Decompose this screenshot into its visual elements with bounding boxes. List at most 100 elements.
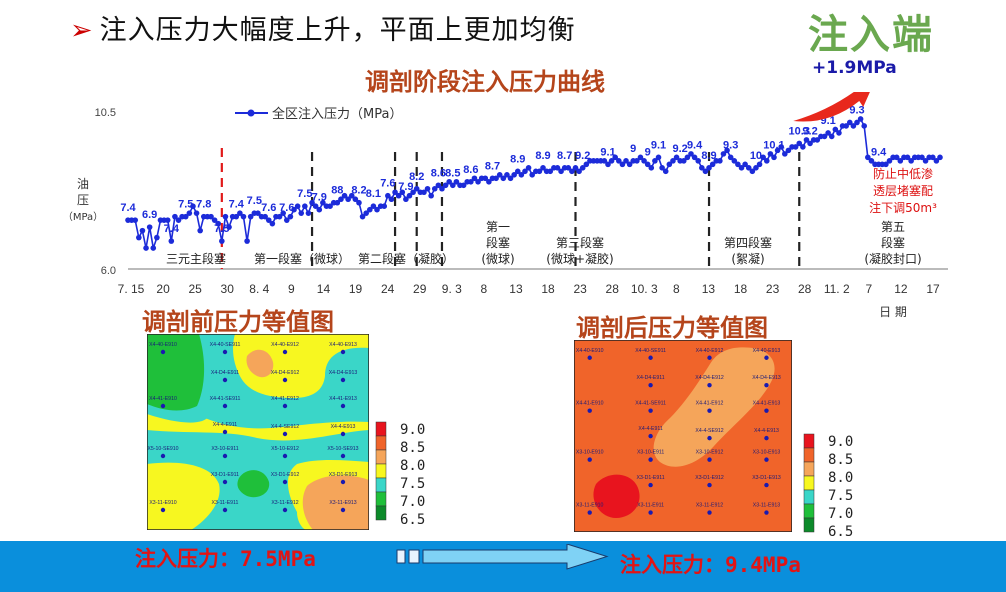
stage-label: 段塞	[486, 235, 510, 250]
data-point	[291, 206, 297, 213]
well-marker	[764, 482, 769, 488]
data-point	[619, 161, 626, 168]
data-point	[782, 151, 788, 157]
data-label: 9.2	[802, 125, 817, 137]
data-point	[312, 203, 319, 209]
data-point	[922, 158, 929, 164]
well-label: X4-40-E913	[329, 342, 357, 348]
legend-value: 7.5	[828, 488, 853, 504]
data-point	[518, 172, 525, 178]
x-tick-label: 24	[381, 282, 395, 296]
stage-label: (微球+凝胶)	[546, 251, 613, 266]
data-label: 9.3	[849, 104, 864, 116]
data-point	[363, 210, 369, 216]
data-point	[298, 210, 305, 216]
data-point	[699, 165, 705, 171]
data-point	[435, 182, 442, 189]
data-point	[399, 189, 406, 196]
data-point	[666, 161, 673, 168]
data-point	[843, 123, 849, 129]
data-point	[143, 245, 149, 251]
data-point	[496, 172, 503, 178]
data-point	[139, 227, 146, 234]
y-axis-label: 压	[77, 193, 89, 207]
well-label: X4-41-E912	[271, 396, 299, 402]
data-point	[352, 196, 359, 203]
well-label: X3-11-E910	[149, 500, 176, 506]
data-point	[644, 161, 651, 168]
well-label: X4-4-E913	[331, 424, 356, 430]
data-point	[388, 196, 395, 203]
data-label: 7.5	[247, 195, 262, 207]
well-label: X4-40-SE911	[210, 342, 241, 348]
data-point	[745, 165, 752, 171]
data-label: 9	[630, 143, 636, 155]
stage-label: 第四段塞	[724, 235, 772, 250]
data-point	[893, 154, 900, 161]
contour-zone	[234, 334, 369, 394]
data-point	[334, 199, 341, 206]
legend-after: 9.0 8.5 8.0 7.5 7.0 6.5	[803, 433, 853, 540]
well-marker	[764, 408, 769, 413]
data-point	[648, 165, 655, 171]
data-point	[933, 158, 940, 164]
well-marker	[340, 377, 346, 383]
data-point	[680, 158, 687, 164]
data-point	[150, 245, 157, 251]
data-point	[226, 224, 232, 230]
x-tick-label: 23	[766, 282, 780, 296]
note-line: 注下调50m³	[869, 201, 937, 215]
well-marker	[764, 510, 769, 515]
data-point	[424, 185, 431, 192]
data-point	[410, 189, 416, 196]
well-label: X3-D1-E912	[695, 475, 724, 481]
well-label: X5-10-SE910	[147, 446, 178, 452]
contour-zone	[246, 349, 274, 378]
well-label: X4-41-E913	[753, 401, 781, 407]
data-label: 8.2	[351, 185, 366, 197]
well-marker	[340, 479, 346, 485]
data-point	[215, 220, 222, 227]
stage-label: 第二段塞（凝胶）	[358, 251, 454, 266]
data-point	[850, 123, 857, 129]
well-marker	[160, 453, 166, 459]
data-point	[475, 178, 481, 185]
legend-label: 全区注入压力（MPa）	[272, 106, 402, 122]
legend-value: 8.5	[400, 440, 425, 456]
data-point	[186, 210, 193, 216]
x-axis-label: 日 期	[879, 305, 907, 319]
data-label: 7.5	[297, 188, 312, 200]
x-tick-label: 9	[288, 282, 295, 296]
well-marker	[222, 377, 228, 383]
map-before-title: 调剖前压力等值图	[142, 308, 334, 336]
well-label: X5-10-E912	[271, 446, 299, 452]
map-after-title: 调剖后压力等值图	[576, 314, 768, 342]
chart-title: 调剖阶段注入压力曲线	[365, 68, 605, 96]
well-marker	[707, 408, 712, 413]
well-label: X4-40-E913	[753, 348, 781, 354]
data-point	[421, 189, 427, 196]
well-marker	[707, 382, 712, 388]
x-tick-label: 12	[894, 282, 908, 296]
data-point	[244, 238, 250, 244]
well-label: X4-D4-E911	[211, 370, 239, 376]
data-point	[579, 165, 586, 171]
legend-swatch	[375, 421, 387, 437]
data-point	[554, 165, 561, 171]
legend-value: 7.5	[400, 476, 425, 492]
data-label: 8.9	[701, 150, 716, 162]
data-point	[446, 178, 452, 185]
data-point	[262, 213, 268, 220]
y-tick-label: 6.0	[101, 265, 116, 277]
data-point	[886, 158, 893, 164]
well-label: X4-4-E913	[754, 428, 779, 434]
legend-value: 6.5	[828, 524, 853, 540]
data-point	[222, 213, 229, 220]
data-label: 8.5	[445, 167, 460, 179]
data-point	[720, 151, 727, 157]
data-point	[276, 213, 283, 220]
data-point	[828, 133, 835, 140]
x-tick-label: 8. 4	[249, 282, 269, 296]
pressure-after-label: 注入压力：9.4MPa	[620, 553, 801, 577]
well-label: X3-D1-E913	[329, 472, 358, 478]
